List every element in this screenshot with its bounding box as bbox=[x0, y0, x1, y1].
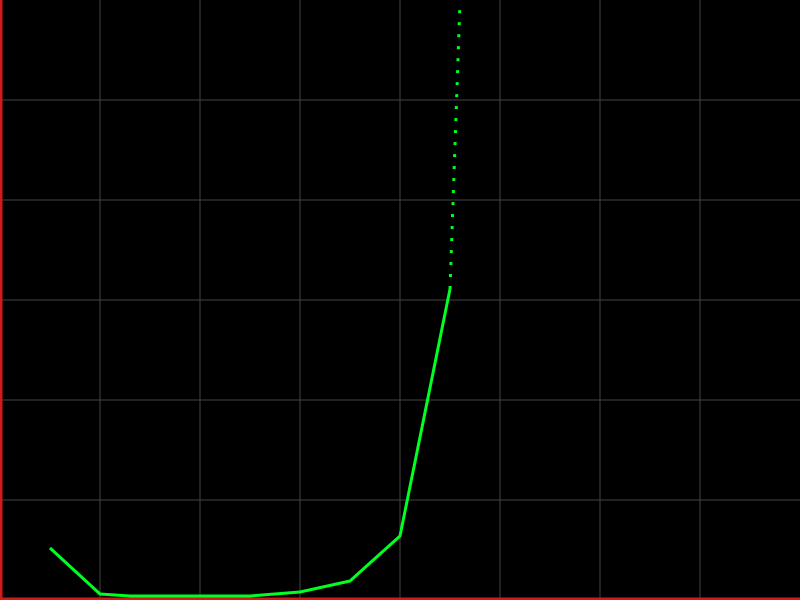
series-layer bbox=[48, 1, 462, 598]
series-line-solid bbox=[48, 288, 452, 598]
series-line-dotted bbox=[448, 1, 462, 290]
